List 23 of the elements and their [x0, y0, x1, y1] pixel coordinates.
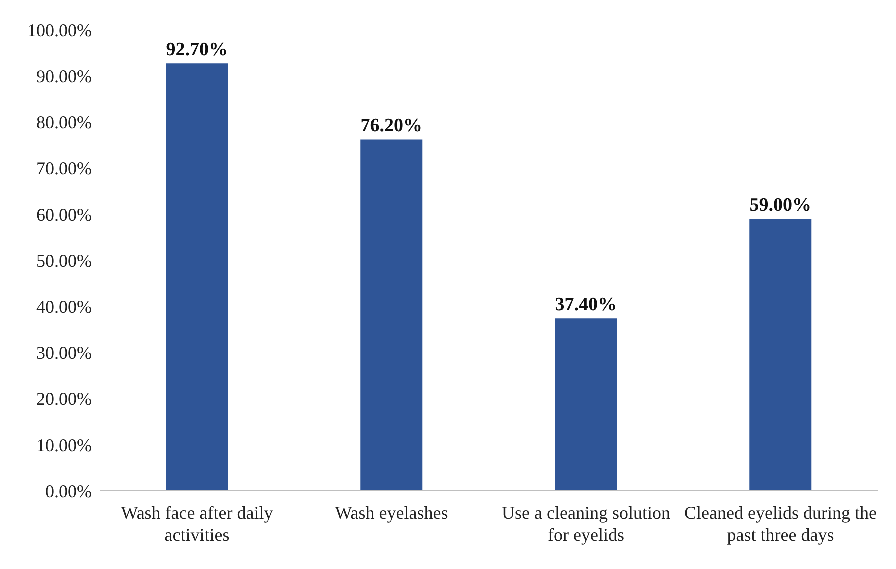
- y-tick-label: 70.00%: [36, 158, 92, 179]
- y-tick-label: 20.00%: [36, 389, 92, 410]
- data-label: 59.00%: [750, 195, 812, 216]
- x-tick-label: Use a cleaning solution for eyelids: [502, 503, 670, 545]
- y-tick-label: 50.00%: [36, 250, 92, 271]
- data-label: 37.40%: [555, 294, 618, 316]
- bar: [555, 318, 618, 491]
- bar: [750, 219, 812, 491]
- data-label: 92.70%: [166, 40, 228, 61]
- y-tick-label: 40.00%: [36, 296, 92, 317]
- bar: [360, 140, 423, 491]
- x-tick-label: Cleaned eyelids during the past three days: [684, 503, 877, 545]
- bar: [166, 64, 228, 491]
- y-tick-label: 0.00%: [46, 481, 92, 502]
- y-tick-label: 80.00%: [36, 112, 92, 133]
- y-tick-label: 90.00%: [36, 66, 92, 86]
- x-tick-label: Wash eyelashes: [335, 503, 448, 523]
- y-tick-label: 100.00%: [28, 20, 92, 40]
- y-tick-label: 60.00%: [36, 204, 92, 225]
- data-label: 76.20%: [360, 116, 423, 137]
- y-tick-label: 10.00%: [36, 435, 92, 456]
- y-tick-label: 30.00%: [36, 343, 92, 364]
- x-tick-label: Wash face after daily activities: [121, 503, 274, 545]
